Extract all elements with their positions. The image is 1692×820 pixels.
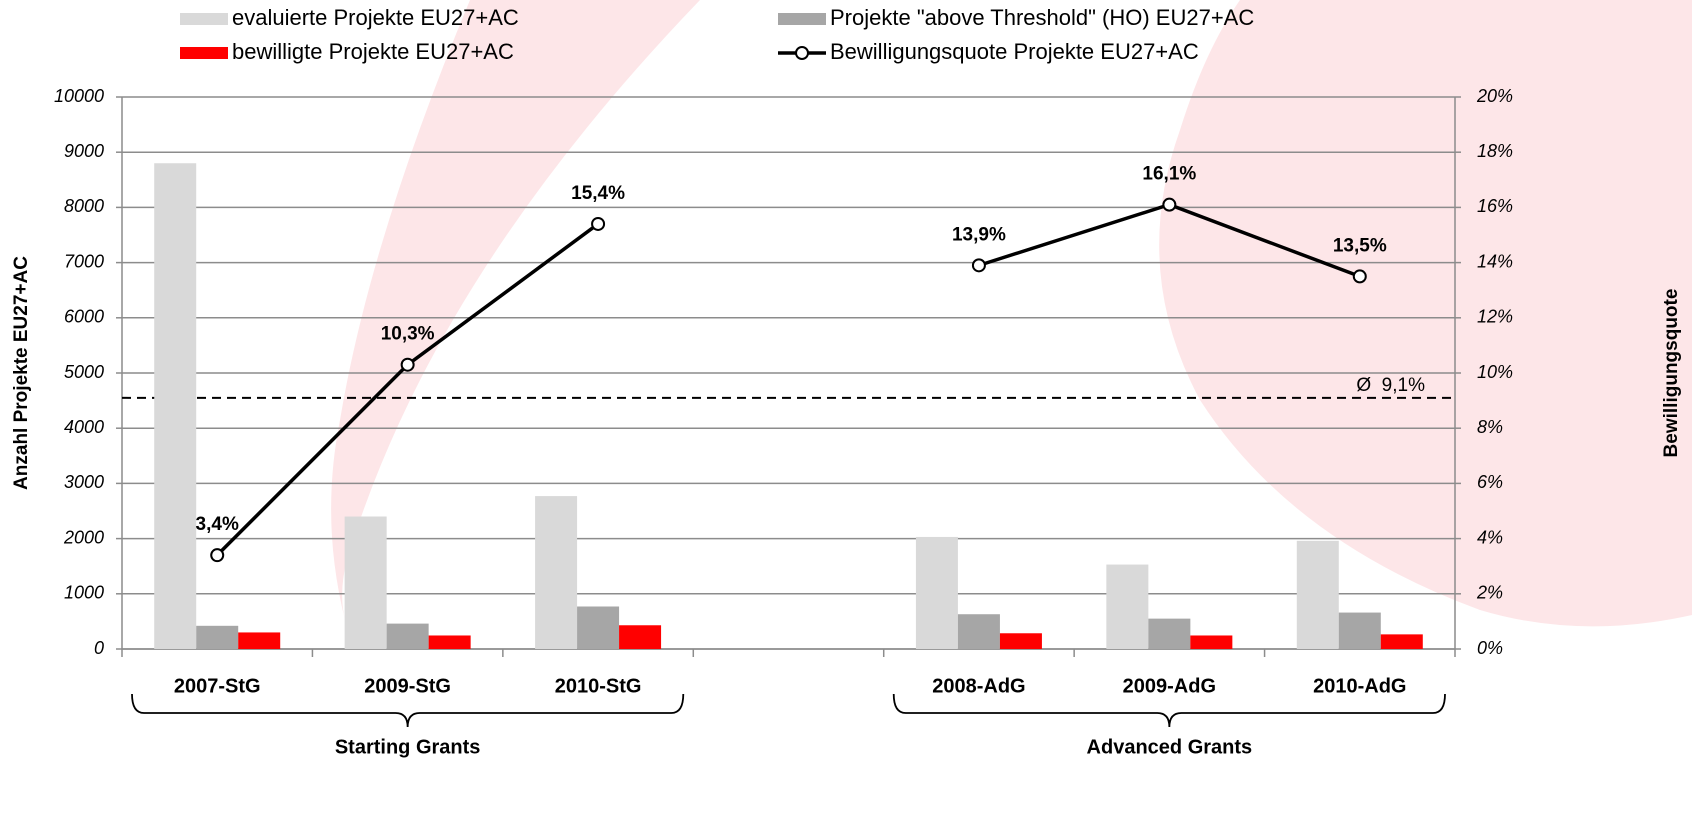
bar bbox=[154, 163, 197, 650]
x-tick-label: 2009-StG bbox=[364, 675, 451, 697]
bar bbox=[238, 632, 281, 649]
group-label: Advanced Grants bbox=[1087, 736, 1253, 758]
legend-label: Projekte "above Threshold" (HO) EU27+AC bbox=[830, 5, 1254, 30]
bar bbox=[957, 614, 1000, 649]
data-label: 15,4% bbox=[571, 183, 625, 204]
bar bbox=[619, 625, 662, 649]
bar bbox=[386, 623, 429, 649]
y-tick-label: 0 bbox=[94, 638, 104, 658]
bar bbox=[999, 633, 1042, 649]
group-label: Starting Grants bbox=[335, 736, 481, 758]
legend-label: evaluierte Projekte EU27+AC bbox=[232, 5, 519, 30]
y2-tick-label: 16% bbox=[1477, 196, 1513, 216]
legend-label: bewilligte Projekte EU27+AC bbox=[232, 39, 514, 64]
line-marker bbox=[210, 548, 225, 563]
y2-axis-title: Bewilligungsquote bbox=[1661, 289, 1682, 458]
y2-tick-label: 20% bbox=[1476, 86, 1513, 106]
y-tick-label: 7000 bbox=[64, 251, 104, 271]
y-tick-label: 10000 bbox=[54, 86, 104, 106]
y2-tick-label: 14% bbox=[1477, 251, 1513, 271]
data-label: 10,3% bbox=[381, 324, 435, 345]
y-tick-label: 8000 bbox=[64, 196, 104, 216]
group-brace bbox=[892, 693, 1446, 728]
bar bbox=[344, 516, 387, 649]
y2-tick-label: 2% bbox=[1476, 583, 1503, 603]
bar bbox=[535, 496, 578, 649]
bar bbox=[428, 635, 471, 649]
y2-tick-label: 4% bbox=[1477, 527, 1503, 547]
reference-label: Ø 9,1% bbox=[1356, 375, 1425, 396]
legend-swatch bbox=[778, 13, 826, 25]
bar bbox=[915, 536, 958, 649]
y-tick-label: 9000 bbox=[64, 141, 104, 161]
line-marker bbox=[1162, 197, 1177, 212]
y2-tick-label: 18% bbox=[1477, 141, 1513, 161]
line-marker bbox=[1352, 269, 1367, 284]
y-tick-label: 4000 bbox=[64, 417, 104, 437]
line-marker bbox=[971, 258, 986, 273]
background-decoration bbox=[331, 0, 1692, 627]
x-tick-label: 2010-AdG bbox=[1313, 675, 1406, 697]
bar bbox=[1380, 634, 1423, 649]
x-tick-label: 2009-AdG bbox=[1123, 675, 1216, 697]
data-label: 3,4% bbox=[196, 514, 239, 535]
x-tick-label: 2010-StG bbox=[555, 675, 642, 697]
y-axis-title: Anzahl Projekte EU27+AC bbox=[11, 256, 32, 490]
legend-swatch bbox=[180, 13, 228, 25]
legend-swatch bbox=[180, 47, 228, 59]
y2-tick-label: 10% bbox=[1477, 362, 1513, 382]
y2-tick-label: 6% bbox=[1477, 472, 1503, 492]
group-brace bbox=[131, 693, 685, 728]
line-marker bbox=[400, 357, 415, 372]
data-label: 16,1% bbox=[1142, 164, 1196, 185]
x-tick-label: 2008-AdG bbox=[932, 675, 1025, 697]
x-tick-label: 2007-StG bbox=[174, 675, 261, 697]
data-label: 13,5% bbox=[1333, 235, 1387, 256]
bar bbox=[196, 625, 239, 649]
bar bbox=[1148, 618, 1191, 649]
y2-tick-label: 8% bbox=[1477, 417, 1503, 437]
bar bbox=[1190, 635, 1233, 649]
y-tick-label: 6000 bbox=[64, 307, 104, 327]
y-tick-label: 5000 bbox=[64, 362, 104, 382]
bar bbox=[577, 606, 620, 649]
y-tick-label: 1000 bbox=[64, 583, 104, 603]
line-marker bbox=[591, 216, 606, 231]
legend-label: Bewilligungsquote Projekte EU27+AC bbox=[830, 39, 1199, 64]
y-tick-label: 2000 bbox=[63, 527, 104, 547]
y-tick-label: 3000 bbox=[64, 472, 104, 492]
bar bbox=[1338, 612, 1381, 649]
y2-tick-label: 0% bbox=[1477, 638, 1503, 658]
legend-swatch bbox=[795, 46, 809, 60]
data-label: 13,9% bbox=[952, 224, 1006, 245]
y2-tick-label: 12% bbox=[1477, 307, 1513, 327]
bar bbox=[1296, 540, 1339, 649]
bar bbox=[1106, 564, 1149, 649]
